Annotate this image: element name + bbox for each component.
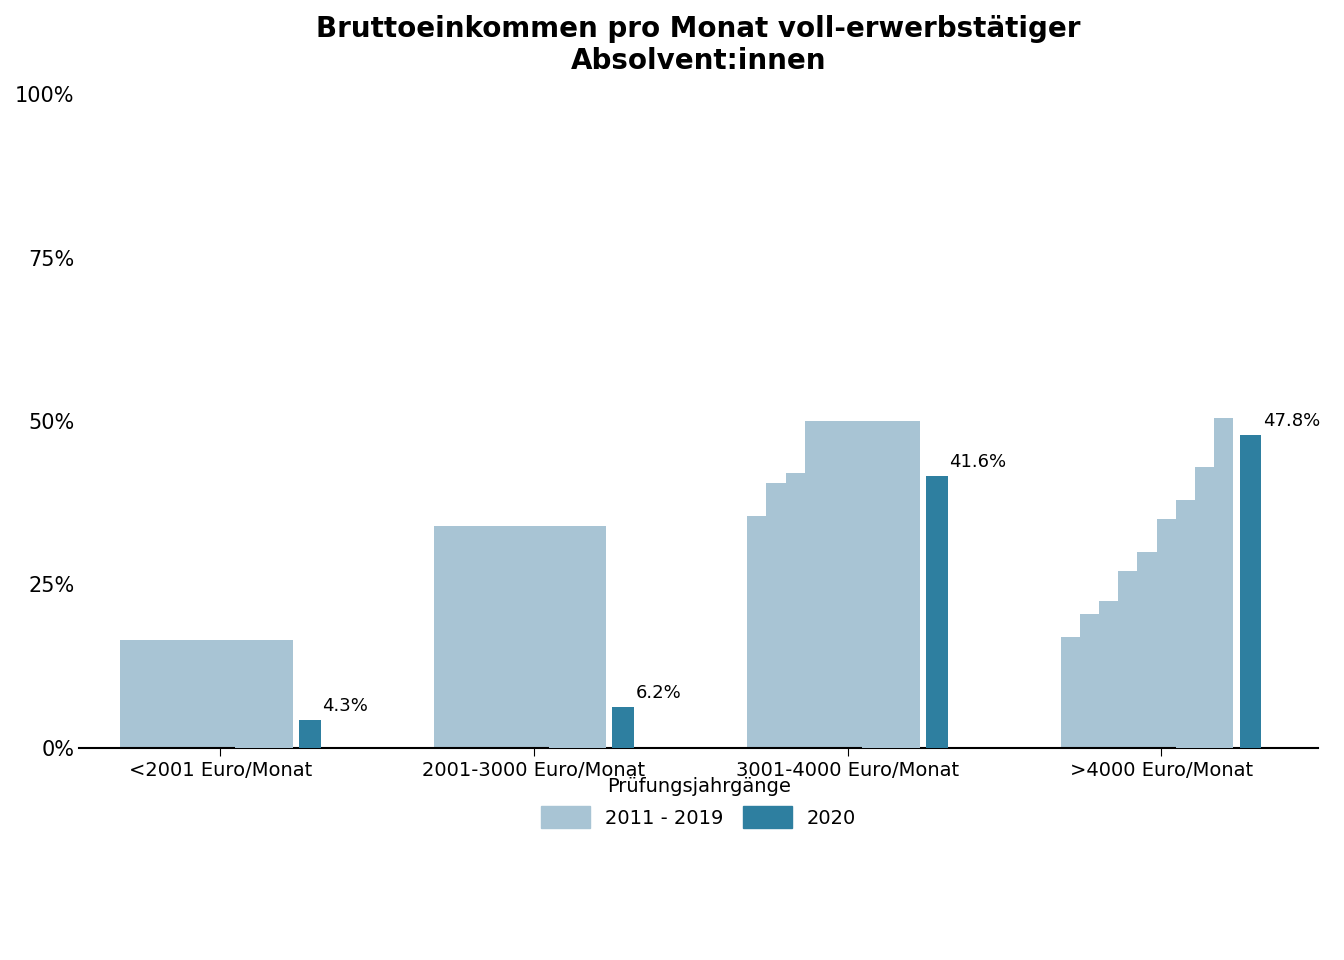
Bar bbox=[1081, 613, 1234, 748]
Bar bbox=[298, 720, 321, 748]
Bar bbox=[434, 526, 606, 748]
Bar bbox=[491, 591, 606, 748]
Text: 41.6%: 41.6% bbox=[949, 453, 1007, 470]
Bar bbox=[824, 434, 919, 748]
Bar bbox=[120, 640, 293, 748]
Bar bbox=[805, 421, 919, 748]
Bar bbox=[196, 683, 293, 748]
Bar bbox=[567, 643, 606, 748]
Bar bbox=[273, 718, 293, 748]
Bar bbox=[472, 585, 606, 748]
Bar bbox=[863, 490, 919, 748]
Bar bbox=[900, 483, 919, 748]
Text: 4.3%: 4.3% bbox=[323, 697, 368, 714]
Bar bbox=[216, 699, 293, 748]
Bar bbox=[882, 499, 919, 748]
Bar bbox=[254, 712, 293, 748]
Bar bbox=[530, 624, 606, 748]
Bar bbox=[587, 650, 606, 748]
Bar bbox=[785, 473, 919, 748]
Bar bbox=[235, 708, 293, 748]
Bar bbox=[1195, 467, 1234, 748]
Bar bbox=[1137, 552, 1234, 748]
Legend: 2011 - 2019, 2020: 2011 - 2019, 2020 bbox=[534, 769, 864, 836]
Bar bbox=[926, 476, 948, 748]
Title: Bruttoeinkommen pro Monat voll-erwerbstätiger
Absolvent:innen: Bruttoeinkommen pro Monat voll-erwerbstä… bbox=[316, 15, 1081, 76]
Bar bbox=[1118, 571, 1234, 748]
Bar bbox=[1176, 499, 1234, 748]
Bar bbox=[453, 571, 606, 748]
Bar bbox=[548, 634, 606, 748]
Bar bbox=[177, 666, 293, 748]
Bar bbox=[1099, 601, 1234, 748]
Bar bbox=[1157, 519, 1234, 748]
Text: 6.2%: 6.2% bbox=[636, 684, 681, 702]
Bar bbox=[1239, 436, 1262, 748]
Bar bbox=[140, 650, 293, 748]
Bar bbox=[159, 660, 293, 748]
Bar bbox=[511, 620, 606, 748]
Bar bbox=[843, 487, 919, 748]
Bar bbox=[1060, 636, 1234, 748]
Bar bbox=[766, 483, 919, 748]
Bar bbox=[1214, 418, 1234, 748]
Bar bbox=[613, 708, 634, 748]
Bar bbox=[747, 516, 919, 748]
Text: 47.8%: 47.8% bbox=[1263, 412, 1320, 430]
